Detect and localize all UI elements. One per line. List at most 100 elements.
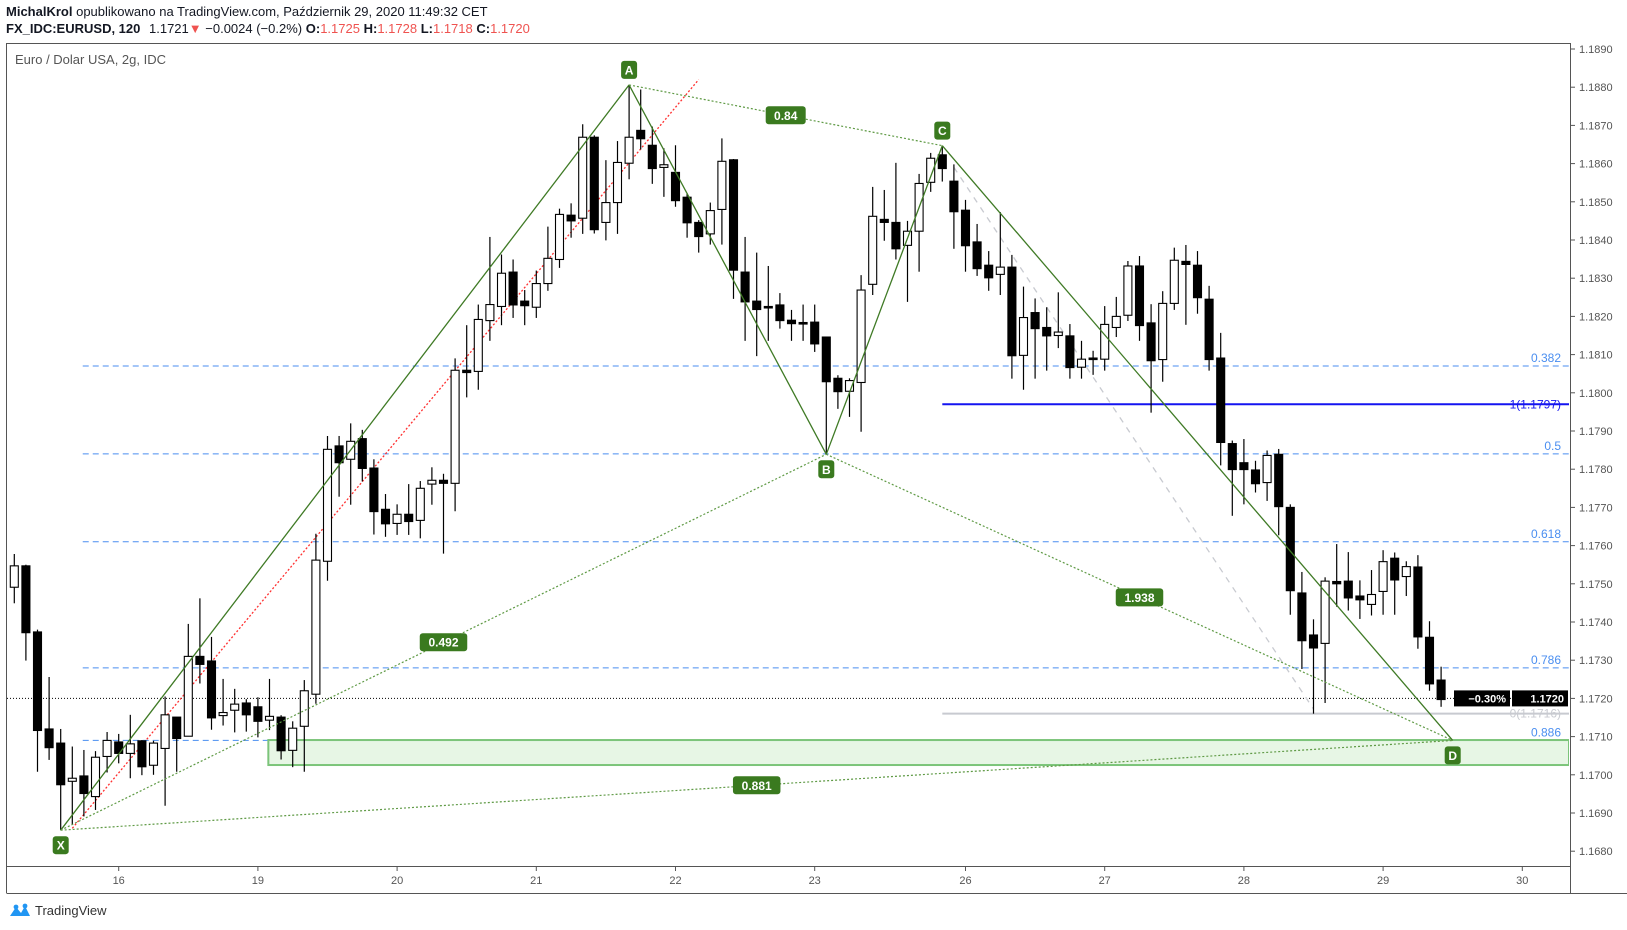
time-tick-label: 22 [669, 875, 681, 887]
candle [1285, 504, 1295, 615]
candle-body-down [1030, 312, 1040, 330]
candle [1076, 340, 1087, 379]
candle [253, 697, 263, 738]
candle [624, 84, 634, 180]
publish-text: opublikowano na TradingView.com, Paździe… [76, 4, 488, 19]
ratio-badge-label: 0.881 [742, 779, 772, 793]
price-tick-label: 1.1760 [1579, 541, 1613, 553]
candle-body-down [1332, 580, 1342, 585]
candle [1308, 619, 1319, 714]
candle [995, 212, 1005, 296]
candle [172, 716, 182, 772]
candle [728, 159, 739, 299]
price-tick-label: 1.1710 [1579, 732, 1613, 744]
candle-body-up [392, 513, 402, 524]
candle [647, 126, 657, 184]
candle-body-down [833, 377, 843, 393]
tradingview-logo[interactable]: TradingView [8, 902, 107, 918]
price-tick-label: 1.1840 [1579, 235, 1613, 247]
time-axis[interactable]: 16 19 20 21 22 23 26 27 28 29 30 [113, 866, 1529, 887]
time-tick-label: 23 [809, 875, 821, 887]
candle [90, 751, 101, 810]
candle [1134, 256, 1145, 341]
candle-body-down [172, 716, 182, 740]
candle [1250, 460, 1261, 493]
candle-body-up [218, 711, 228, 717]
candle-body-up [1366, 593, 1377, 605]
candle [1065, 324, 1075, 379]
pattern-leg-line [628, 84, 827, 455]
candle-body-down [137, 740, 147, 768]
candle [1366, 570, 1377, 616]
candle [775, 293, 785, 329]
pattern-leg-line [825, 145, 943, 455]
ratio-badge [765, 106, 806, 125]
price-tick-label: 1.1850 [1579, 197, 1613, 209]
candle-body-down [380, 508, 391, 525]
time-tick-label: 19 [252, 875, 264, 887]
candle-body-up [1169, 259, 1179, 304]
candle [786, 309, 797, 341]
candle [717, 138, 727, 245]
candle [183, 623, 193, 737]
point-badge-label: D [1448, 749, 1457, 763]
candle [485, 236, 495, 341]
last-price: 1.1721 [149, 21, 189, 36]
time-tick-label: 29 [1377, 875, 1389, 887]
candle-body-down [276, 716, 286, 752]
candle [763, 265, 773, 341]
candle [56, 728, 66, 831]
candle [1332, 544, 1342, 607]
candle [206, 636, 217, 730]
ratio-badge-label: 0.84 [774, 109, 798, 123]
candle-body-down [949, 180, 959, 213]
candle-body-up [1378, 561, 1388, 592]
support-zone-rect [267, 739, 1569, 767]
point-badge-label: A [625, 63, 634, 77]
candle [32, 629, 43, 772]
price-tick-label: 1.1720 [1579, 693, 1613, 705]
candle-body-down [566, 214, 576, 222]
fib-level-label: 0.786 [1531, 653, 1561, 667]
candle [450, 358, 460, 512]
candle [264, 678, 275, 731]
candle-body-up [926, 157, 936, 183]
candle-body-up [578, 136, 588, 219]
candle [508, 259, 518, 318]
candle-body-down [1227, 443, 1237, 471]
candle-body-up [148, 742, 159, 766]
candle [1274, 448, 1284, 536]
candle [79, 749, 89, 817]
candle-body-up [125, 743, 135, 754]
candle-body-down [1250, 469, 1261, 485]
candle-body-up [299, 690, 309, 727]
candle [1239, 439, 1249, 505]
candle-body-down [1424, 636, 1435, 685]
candle [299, 680, 309, 772]
candle [1413, 555, 1423, 649]
candle-body-down [694, 221, 704, 238]
candle [1111, 296, 1121, 338]
candle [1042, 307, 1052, 371]
candle-body-down [984, 264, 994, 279]
candle-body-down [1134, 265, 1145, 327]
candle [392, 504, 402, 535]
candle [404, 484, 414, 535]
candle-body-up [1111, 315, 1121, 329]
candle [1123, 261, 1133, 321]
change-pct-label: −0.30% [1468, 693, 1506, 705]
fib-level-label: 0.382 [1531, 351, 1561, 365]
price-tick-label: 1.1770 [1579, 502, 1613, 514]
open-label: O: [305, 21, 321, 36]
ratio-badge-label: 1.938 [1124, 591, 1154, 605]
candle [1158, 291, 1168, 382]
candle-body-down [1181, 260, 1191, 265]
candle [984, 251, 994, 291]
candle [566, 203, 576, 238]
candle [462, 325, 472, 398]
candle-body-down [1146, 322, 1156, 362]
candle [1297, 571, 1307, 669]
open-value: 1.1725 [320, 21, 360, 36]
price-axis[interactable]: 1.1890 1.1880 1.1870 1.1860 1.1850 1.1840 1.18… [1570, 44, 1613, 858]
